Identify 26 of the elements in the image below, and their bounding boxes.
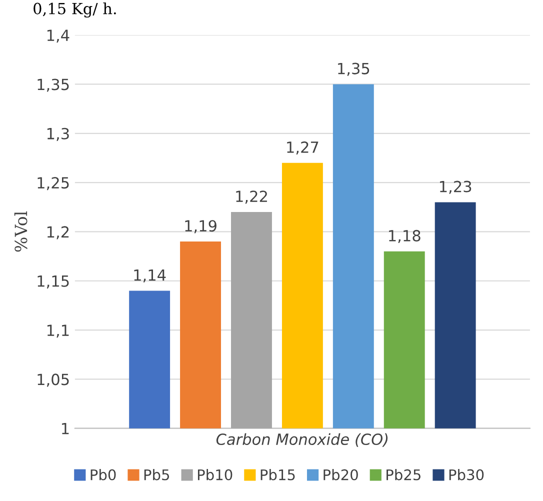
y-tick-label: 1 — [62, 423, 69, 434]
data-label: 1,27 — [287, 141, 318, 155]
y-tick-label: 1,2 — [47, 226, 69, 240]
legend-label: Pb5 — [144, 469, 170, 480]
y-tick-label: 1,15 — [38, 276, 69, 288]
data-label: 1,23 — [440, 180, 472, 194]
legend-label: Pb10 — [198, 469, 232, 480]
x-tick-label: Carbon Monoxide (CO) — [216, 433, 388, 447]
data-label: 1,18 — [389, 230, 420, 244]
data-label: 1,14 — [134, 269, 166, 282]
legend-label: Pb0 — [90, 469, 116, 480]
legend-label: Pb25 — [386, 469, 420, 480]
y-tick-label: 1,1 — [47, 324, 69, 338]
legend-label: Pb15 — [260, 469, 295, 480]
y-axis-title: %Vol — [14, 211, 28, 252]
data-label: 1,35 — [338, 62, 370, 76]
legend-label: Pb30 — [449, 469, 484, 480]
legend-label: Pb20 — [324, 469, 358, 480]
data-label: 1,19 — [185, 220, 216, 234]
y-tick-label: 1,3 — [47, 128, 69, 141]
y-tick-label: 1,4 — [47, 30, 70, 43]
data-label: 1,22 — [236, 190, 267, 204]
y-tick-label: 1,25 — [38, 177, 69, 190]
y-tick-label: 1,35 — [38, 78, 69, 92]
y-tick-label: 1,05 — [38, 374, 69, 387]
text: 0,15 Kg/ h. — [34, 2, 116, 18]
